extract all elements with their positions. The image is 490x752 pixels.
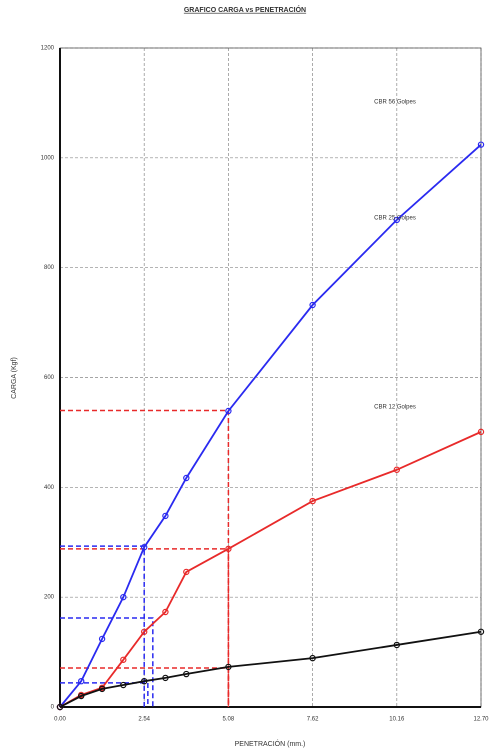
series-label: CBR 25 Golpes — [374, 216, 416, 222]
data-point — [98, 635, 106, 643]
data-point — [98, 685, 106, 693]
series-line — [59, 143, 482, 708]
data-point — [477, 141, 485, 148]
data-point — [225, 545, 232, 553]
x-tick-label: 0.00 — [54, 717, 66, 723]
data-point — [183, 670, 190, 678]
series-line — [59, 630, 482, 708]
y-tick-label: 200 — [44, 595, 55, 601]
y-tick-label: 400 — [44, 485, 55, 491]
guide-line — [60, 617, 154, 707]
data-point — [120, 656, 127, 663]
y-tick-label: 1200 — [41, 46, 55, 52]
chart-title: GRAFICO CARGA vs PENETRACIÓN — [184, 5, 306, 14]
data-point — [477, 428, 485, 436]
y-tick-label: 600 — [44, 375, 55, 381]
data-point — [225, 407, 232, 415]
data-point — [140, 628, 148, 635]
data-point — [140, 543, 148, 551]
data-point — [183, 474, 190, 482]
data-point — [393, 466, 400, 473]
y-tick-label: 1000 — [41, 155, 55, 161]
data-point — [309, 497, 316, 505]
data-point — [309, 301, 316, 309]
x-tick-label: 2.54 — [138, 717, 150, 723]
series-label: CBR 12 Golpes — [374, 405, 416, 411]
x-tick-label: 10.16 — [389, 717, 405, 723]
x-axis-label: PENETRACIÓN (mm.) — [235, 739, 306, 748]
data-point — [140, 677, 148, 685]
data-point — [56, 703, 64, 711]
data-point — [78, 692, 85, 700]
data-point — [162, 512, 169, 520]
x-tick-label: 7.62 — [307, 717, 319, 723]
data-point — [120, 681, 127, 689]
y-tick-label: 0 — [51, 705, 55, 711]
y-axis-label: CARGA (Kgf) — [11, 357, 18, 399]
data-point — [225, 663, 232, 671]
data-point — [393, 641, 400, 649]
series-label: CBR 56 Golpes — [374, 100, 416, 106]
data-point — [393, 216, 400, 224]
data-point — [162, 674, 169, 682]
x-tick-label: 12.70 — [473, 717, 489, 723]
y-tick-label: 800 — [44, 265, 55, 271]
data-point — [477, 628, 485, 635]
series-line — [59, 431, 482, 708]
data-point — [162, 608, 169, 616]
data-point — [183, 568, 190, 576]
data-point — [309, 654, 316, 662]
x-tick-label: 5.08 — [223, 717, 235, 723]
data-point — [78, 677, 85, 685]
data-point — [120, 593, 127, 601]
